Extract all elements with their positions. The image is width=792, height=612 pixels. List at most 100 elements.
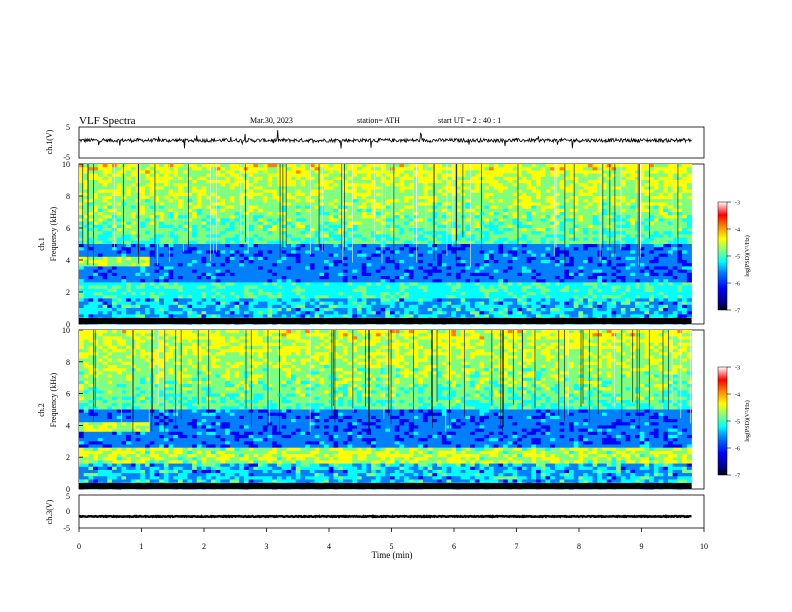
heatmap-cell bbox=[455, 167, 462, 171]
heatmap-cell bbox=[234, 218, 240, 222]
heatmap-cell bbox=[154, 263, 160, 267]
heatmap-cell bbox=[116, 192, 122, 197]
heatmap-cell bbox=[111, 260, 118, 264]
heatmap-cell bbox=[465, 263, 471, 267]
heatmap-cell bbox=[474, 208, 480, 213]
heatmap-cell bbox=[177, 183, 184, 187]
heatmap-cell bbox=[196, 186, 202, 190]
heatmap-cell bbox=[248, 212, 254, 216]
heatmap-cell bbox=[309, 311, 315, 315]
heatmap-cell bbox=[140, 298, 146, 302]
heatmap-cell bbox=[79, 176, 85, 181]
heatmap-cell bbox=[470, 208, 476, 213]
heatmap-cell bbox=[154, 189, 160, 194]
heatmap-cell bbox=[474, 170, 480, 174]
heatmap-cell bbox=[385, 205, 391, 210]
heatmap-cell bbox=[432, 260, 438, 264]
heatmap-cell bbox=[338, 215, 344, 219]
heatmap-cell bbox=[97, 244, 103, 248]
heatmap-cell bbox=[243, 288, 250, 293]
heatmap-cell bbox=[333, 298, 339, 302]
heatmap-cell bbox=[441, 244, 447, 248]
heatmap-cell bbox=[239, 224, 245, 229]
heatmap-cell bbox=[107, 311, 113, 315]
heatmap-cell bbox=[144, 202, 151, 206]
heatmap-cell bbox=[192, 311, 198, 315]
heatmap-cell bbox=[342, 221, 348, 226]
heatmap-cell bbox=[366, 199, 372, 203]
heatmap-cell bbox=[130, 314, 136, 318]
heatmap-cell bbox=[291, 196, 297, 200]
heatmap-cell bbox=[375, 224, 381, 229]
heatmap-cell bbox=[418, 279, 424, 283]
heatmap-cell bbox=[206, 276, 212, 280]
heatmap-cell bbox=[309, 282, 315, 286]
heatmap-cell bbox=[488, 228, 495, 232]
heatmap-cell bbox=[79, 301, 85, 306]
heatmap-cell bbox=[187, 253, 193, 258]
heatmap-cell bbox=[446, 183, 452, 187]
heatmap-cell bbox=[540, 266, 546, 270]
heatmap-cell bbox=[229, 224, 235, 229]
heatmap-cell bbox=[333, 250, 339, 254]
heatmap-cell bbox=[517, 170, 523, 174]
heatmap-cell bbox=[352, 253, 358, 258]
heatmap-cell bbox=[243, 234, 250, 238]
heatmap-cell bbox=[295, 276, 301, 280]
heatmap-cell bbox=[545, 199, 551, 203]
heatmap-cell bbox=[258, 202, 264, 206]
heatmap-cell bbox=[441, 205, 447, 210]
heatmap-cell bbox=[536, 276, 542, 280]
heatmap-cell bbox=[437, 304, 443, 309]
heatmap-cell bbox=[126, 196, 132, 200]
heatmap-cell bbox=[347, 266, 353, 270]
heatmap-cell bbox=[347, 189, 353, 194]
heatmap-cell bbox=[177, 298, 184, 302]
heatmap-cell bbox=[281, 272, 287, 277]
heatmap-cell bbox=[88, 202, 94, 206]
heatmap-cell bbox=[116, 266, 122, 270]
heatmap-cell bbox=[305, 183, 311, 187]
heatmap-cell bbox=[451, 199, 457, 203]
heatmap-cell bbox=[309, 176, 315, 181]
heatmap-cell bbox=[286, 176, 292, 181]
heatmap-cell bbox=[328, 253, 334, 258]
heatmap-cell bbox=[437, 237, 443, 242]
heatmap-cell bbox=[102, 234, 108, 238]
heatmap-cell bbox=[324, 186, 330, 190]
heatmap-cell bbox=[163, 170, 169, 174]
heatmap-cell bbox=[540, 202, 546, 206]
heatmap-cell bbox=[159, 212, 165, 216]
heatmap-cell bbox=[333, 186, 339, 190]
heatmap-cell bbox=[503, 208, 509, 213]
heatmap-cell bbox=[309, 295, 315, 299]
heatmap-cell bbox=[102, 292, 108, 296]
heatmap-cell bbox=[83, 228, 89, 232]
heatmap-cell bbox=[286, 308, 292, 312]
heatmap-cell bbox=[422, 308, 429, 312]
heatmap-cell bbox=[300, 266, 306, 270]
heatmap-cell bbox=[488, 205, 495, 210]
heatmap-cell bbox=[521, 237, 527, 242]
heatmap-cell bbox=[333, 292, 339, 296]
heatmap-cell bbox=[83, 218, 89, 222]
heatmap-cell bbox=[215, 298, 221, 302]
heatmap-cell bbox=[404, 282, 410, 286]
heatmap-cell bbox=[479, 288, 485, 293]
heatmap-cell bbox=[352, 208, 358, 213]
heatmap-cell bbox=[333, 215, 339, 219]
heatmap-cell bbox=[111, 266, 118, 270]
heatmap-cell bbox=[258, 183, 264, 187]
heatmap-cell bbox=[427, 221, 433, 226]
heatmap-cell bbox=[441, 266, 447, 270]
heatmap-cell bbox=[484, 260, 490, 264]
heatmap-cell bbox=[356, 304, 363, 309]
heatmap-cell bbox=[455, 256, 462, 261]
heatmap-cell bbox=[385, 314, 391, 318]
heatmap-cell bbox=[107, 244, 113, 248]
heatmap-cell bbox=[281, 199, 287, 203]
heatmap-cell bbox=[272, 276, 278, 280]
heatmap-cell bbox=[521, 186, 527, 190]
heatmap-cell bbox=[159, 170, 165, 174]
heatmap-cell bbox=[187, 269, 193, 274]
